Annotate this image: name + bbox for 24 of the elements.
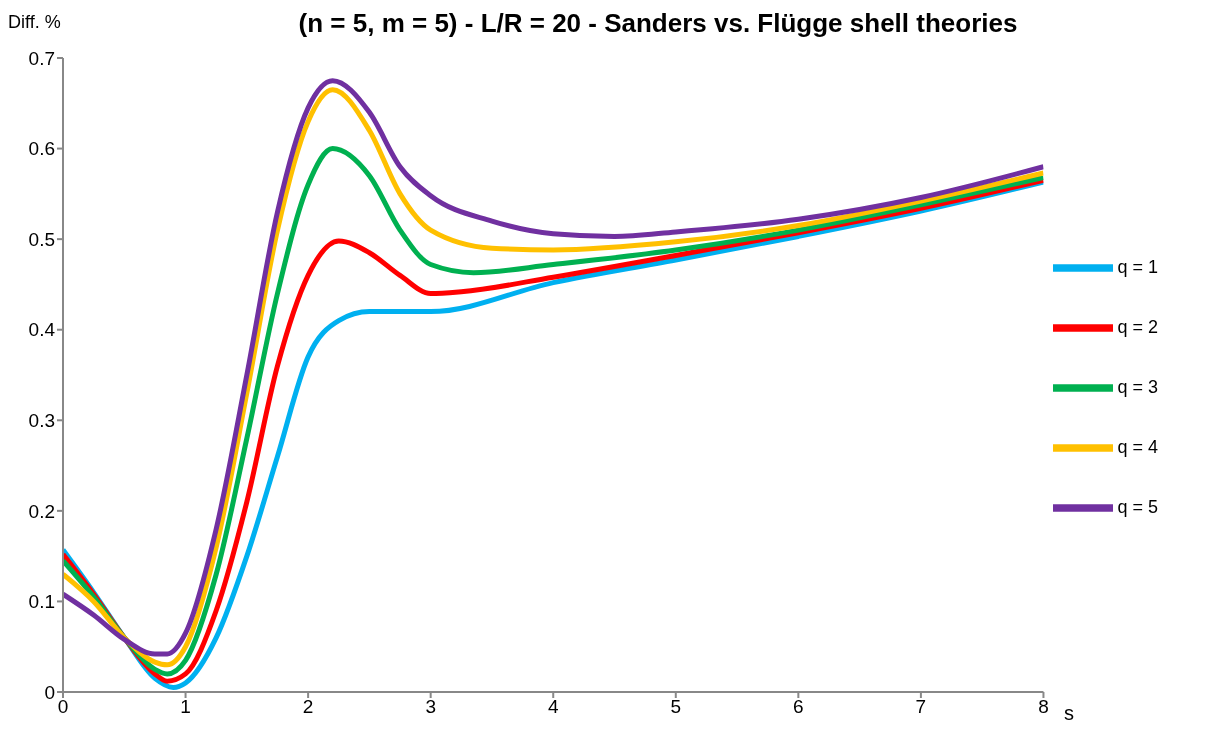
x-tick-label: 2 <box>302 696 314 718</box>
y-axis-title: Diff. % <box>8 12 61 33</box>
y-tick-label: 0 <box>44 681 55 703</box>
legend-label: q = 1 <box>1117 256 1158 277</box>
legend-label: q = 3 <box>1117 376 1158 397</box>
y-tick-label: 0.5 <box>28 228 55 250</box>
y-tick-label: 0.7 <box>28 47 55 69</box>
legend-label: q = 2 <box>1117 316 1158 337</box>
y-tick-label: 0.6 <box>28 138 55 160</box>
x-tick-label: 3 <box>425 696 436 718</box>
x-tick-label: 7 <box>915 696 927 718</box>
x-axis-title: s <box>1064 702 1074 725</box>
y-tick-label: 0.3 <box>28 410 55 432</box>
x-tick-label: 8 <box>1038 696 1049 718</box>
y-tick-label: 0.1 <box>28 591 55 613</box>
y-tick-label: 0.2 <box>28 500 55 522</box>
chart-title: (n = 5, m = 5) - L/R = 20 - Sanders vs. Flügge shell theories <box>298 8 1018 38</box>
legend-label: q = 4 <box>1117 436 1158 457</box>
legend-label: q = 5 <box>1117 496 1158 517</box>
x-tick-label: 1 <box>180 696 191 718</box>
x-tick-label: 6 <box>793 696 804 718</box>
x-tick-label: 4 <box>547 696 559 718</box>
y-tick-label: 0.4 <box>28 319 56 341</box>
x-tick-label: 5 <box>670 696 682 718</box>
